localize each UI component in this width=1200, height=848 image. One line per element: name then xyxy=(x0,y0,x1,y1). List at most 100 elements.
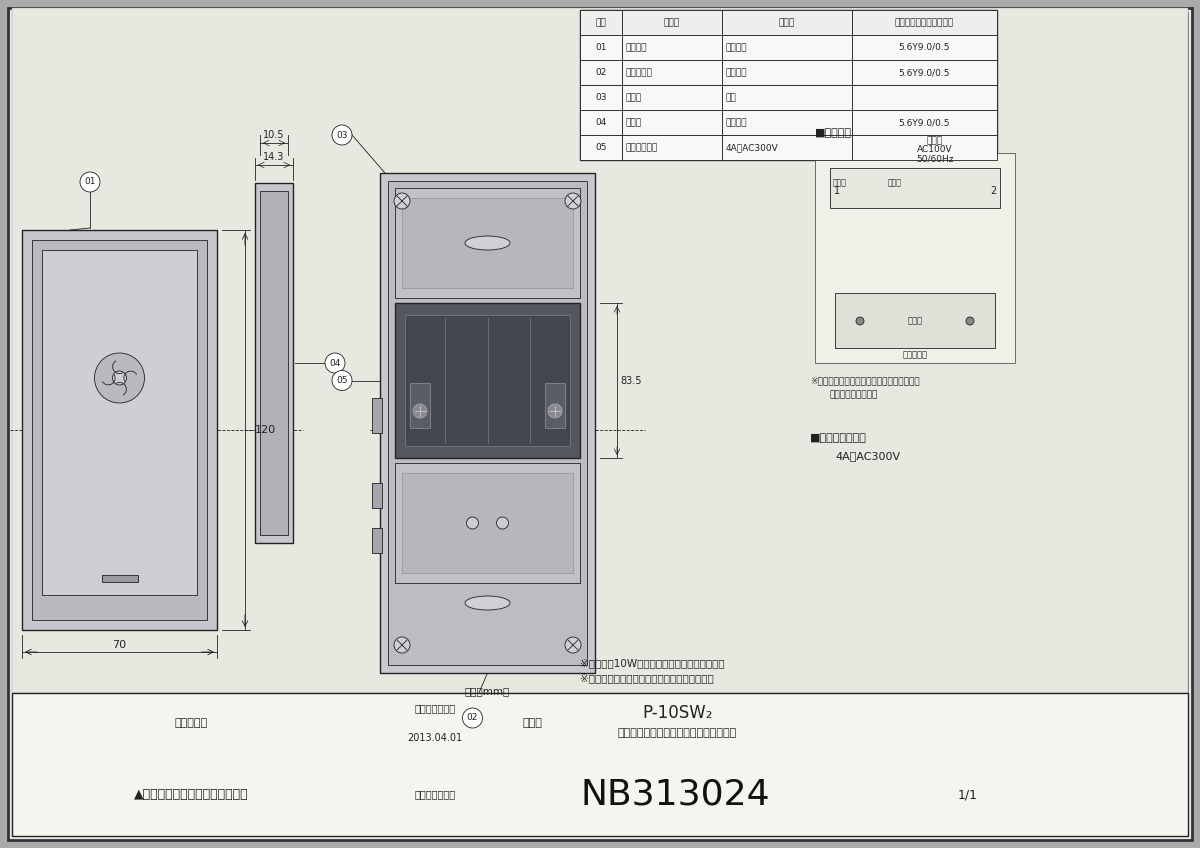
Bar xyxy=(722,10,852,35)
Text: NB313024: NB313024 xyxy=(580,778,770,812)
Text: 4A・AC300V: 4A・AC300V xyxy=(835,451,900,461)
Text: 04: 04 xyxy=(595,118,607,127)
Text: （単位mm）: （単位mm） xyxy=(464,686,510,696)
Circle shape xyxy=(95,353,144,403)
Text: 5.6Y9.0/0.5: 5.6Y9.0/0.5 xyxy=(899,118,950,127)
Text: 05: 05 xyxy=(336,376,348,385)
Text: ■　結線図: ■ 結線図 xyxy=(815,128,852,138)
Text: P-10SW₂: P-10SW₂ xyxy=(642,704,713,722)
Bar xyxy=(852,35,997,60)
Bar xyxy=(545,383,565,428)
Circle shape xyxy=(325,353,346,373)
Circle shape xyxy=(113,371,126,385)
Circle shape xyxy=(565,637,581,653)
Text: 化座枠: 化座枠 xyxy=(626,118,642,127)
Text: ▲三菱電機株式会社中津川製作所: ▲三菱電機株式会社中津川製作所 xyxy=(133,788,248,801)
Ellipse shape xyxy=(466,596,510,610)
Bar xyxy=(395,463,580,583)
Text: 2013.04.01: 2013.04.01 xyxy=(408,733,462,743)
Bar xyxy=(580,10,622,35)
Text: 120: 120 xyxy=(256,425,276,435)
Bar xyxy=(830,168,1000,208)
Bar xyxy=(722,85,852,110)
Circle shape xyxy=(80,172,100,192)
Text: 合成樹脂: 合成樹脂 xyxy=(726,118,748,127)
Bar xyxy=(580,35,622,60)
Bar xyxy=(580,110,622,135)
Bar xyxy=(835,293,995,348)
Text: 第３角図法: 第３角図法 xyxy=(174,718,208,728)
Text: コントロールスイッチ（ワイドタイプ）: コントロールスイッチ（ワイドタイプ） xyxy=(618,728,737,738)
Bar xyxy=(380,173,595,673)
Circle shape xyxy=(497,517,509,529)
Text: 材　質: 材 質 xyxy=(779,18,796,27)
Ellipse shape xyxy=(466,236,510,250)
Bar xyxy=(402,198,574,288)
Text: 83.5: 83.5 xyxy=(620,376,642,386)
Bar xyxy=(622,10,722,35)
Text: 合成樹脂: 合成樹脂 xyxy=(726,43,748,52)
Circle shape xyxy=(966,317,974,325)
Circle shape xyxy=(394,637,410,653)
Text: 鈴板: 鈴板 xyxy=(726,93,737,102)
Text: 品　名: 品 名 xyxy=(664,18,680,27)
Bar xyxy=(395,188,580,298)
Bar xyxy=(395,303,580,458)
Bar xyxy=(402,473,574,573)
Text: 電　源: 電 源 xyxy=(926,137,943,146)
Circle shape xyxy=(856,317,864,325)
Text: 端子台: 端子台 xyxy=(907,316,923,326)
Bar xyxy=(722,60,852,85)
Text: 70: 70 xyxy=(113,640,126,650)
Bar xyxy=(815,153,1015,363)
Bar xyxy=(410,383,430,428)
Circle shape xyxy=(467,517,479,529)
Bar xyxy=(372,528,382,553)
Bar xyxy=(102,575,138,582)
Text: 03: 03 xyxy=(336,131,348,140)
Text: 1: 1 xyxy=(834,186,840,196)
Circle shape xyxy=(413,404,427,418)
Text: 施工してください。: 施工してください。 xyxy=(830,390,878,399)
Circle shape xyxy=(462,708,482,728)
Text: ※太線部分は有資格者である電気工事士にて: ※太線部分は有資格者である電気工事士にて xyxy=(810,377,919,386)
Text: 色　調（マンセル・近）: 色 調（マンセル・近） xyxy=(895,18,954,27)
Bar xyxy=(622,110,722,135)
Bar xyxy=(852,60,997,85)
Bar xyxy=(260,191,288,535)
Text: 50/60Hz: 50/60Hz xyxy=(917,154,954,164)
Text: 5.6Y9.0/0.5: 5.6Y9.0/0.5 xyxy=(899,68,950,77)
Bar xyxy=(852,110,997,135)
Text: 形　名: 形 名 xyxy=(522,718,542,728)
Text: 05: 05 xyxy=(595,143,607,152)
Bar xyxy=(622,60,722,85)
Bar xyxy=(32,240,208,620)
Text: ※仕様は場合により変更することがあります。: ※仕様は場合により変更することがあります。 xyxy=(580,673,714,683)
Circle shape xyxy=(548,404,562,418)
Text: 01: 01 xyxy=(595,43,607,52)
Text: 1/1: 1/1 xyxy=(958,788,978,801)
Text: 14.3: 14.3 xyxy=(263,152,284,162)
Bar xyxy=(722,35,852,60)
Text: ■　定格負荷容量: ■ 定格負荷容量 xyxy=(810,433,866,443)
Bar xyxy=(580,135,622,160)
Text: 電圧側: 電圧側 xyxy=(833,178,847,187)
Text: 2: 2 xyxy=(990,186,996,196)
Text: ※消費電力10W以上の機種にご使用ください。: ※消費電力10W以上の機種にご使用ください。 xyxy=(580,658,725,668)
Bar xyxy=(42,250,197,595)
Bar xyxy=(852,85,997,110)
Text: 熱気扇本体: 熱気扇本体 xyxy=(902,350,928,360)
Text: 02: 02 xyxy=(467,713,478,722)
Text: 02: 02 xyxy=(595,68,607,77)
Text: プレート: プレート xyxy=(626,43,648,52)
Bar xyxy=(372,483,382,508)
Text: 接地側: 接地側 xyxy=(888,178,902,187)
Text: 合成樹脂: 合成樹脂 xyxy=(726,68,748,77)
Text: 04: 04 xyxy=(329,359,341,367)
Bar xyxy=(388,181,587,665)
Bar xyxy=(12,693,1188,836)
Text: 4A・AC300V: 4A・AC300V xyxy=(726,143,779,152)
Bar xyxy=(722,110,852,135)
Text: 整　理　番　号: 整 理 番 号 xyxy=(414,789,456,800)
Text: AC100V: AC100V xyxy=(917,146,953,154)
